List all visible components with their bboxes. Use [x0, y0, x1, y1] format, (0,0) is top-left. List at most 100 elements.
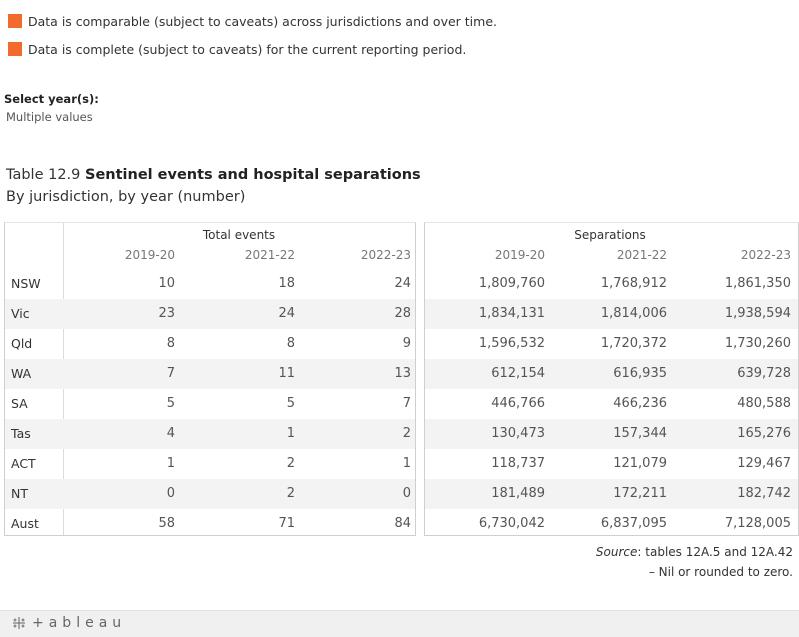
- legend-text: Data is complete (subject to caveats) fo…: [28, 41, 467, 57]
- jurisdiction-label: Qld: [11, 336, 33, 351]
- events-cell-2022-23: 0: [402, 486, 411, 501]
- separations-cell-2022-23: 1,861,350: [724, 276, 791, 291]
- table-row: WA 7 11 13: [5, 359, 415, 389]
- separations-cell-2021-22: 121,079: [613, 456, 667, 471]
- events-cell-2022-23: 1: [402, 456, 411, 471]
- events-cell-2019-20: 10: [158, 276, 175, 291]
- separations-cell-2022-23: 129,467: [737, 456, 791, 471]
- events-cell-2022-23: 13: [394, 366, 411, 381]
- events-cell-2021-22: 2: [286, 486, 295, 501]
- events-cell-2019-20: 1: [166, 456, 175, 471]
- separations-cell-2021-22: 157,344: [613, 426, 667, 441]
- jurisdiction-label: NT: [11, 486, 28, 501]
- separations-cell-2022-23: 480,588: [737, 396, 791, 411]
- legend-swatch: [8, 42, 22, 56]
- table-row: Qld 8 8 9: [5, 329, 415, 359]
- table-row: 181,489 172,211 182,742: [425, 479, 798, 509]
- jurisdiction-label: ACT: [11, 456, 36, 471]
- legend-swatch: [8, 14, 22, 28]
- separations-cell-2019-20: 6,730,042: [478, 516, 545, 531]
- events-cell-2021-22: 24: [278, 306, 295, 321]
- events-cell-2021-22: 5: [286, 396, 295, 411]
- col-2019-20: 2019-20: [494, 248, 545, 262]
- tableau-logo[interactable]: +ableau: [12, 615, 126, 631]
- table-row: ACT 1 2 1: [5, 449, 415, 479]
- table-row: NSW 10 18 24: [5, 269, 415, 299]
- separations-cell-2021-22: 1,720,372: [600, 336, 667, 351]
- table-row: 6,730,042 6,837,095 7,128,005: [425, 509, 798, 539]
- events-cell-2019-20: 5: [166, 396, 175, 411]
- legend-complete: Data is complete (subject to caveats) fo…: [8, 40, 466, 58]
- jurisdiction-label: Aust: [11, 516, 39, 531]
- events-cell-2019-20: 23: [158, 306, 175, 321]
- table-row: 118,737 121,079 129,467: [425, 449, 798, 479]
- total-events-table: Total events 2019-20 2021-22 2022-23 NSW…: [4, 222, 416, 536]
- separations-cell-2022-23: 639,728: [737, 366, 791, 381]
- table-row: Tas 4 1 2: [5, 419, 415, 449]
- separations-cell-2021-22: 1,768,912: [600, 276, 667, 291]
- events-cell-2021-22: 1: [286, 426, 295, 441]
- total-events-header: Total events: [202, 228, 276, 242]
- table-title-bold: Sentinel events and hospital separations: [85, 167, 421, 183]
- separations-cell-2021-22: 172,211: [613, 486, 667, 501]
- events-cell-2021-22: 11: [278, 366, 295, 381]
- legend-comparable: Data is comparable (subject to caveats) …: [8, 12, 497, 30]
- table-row: 130,473 157,344 165,276: [425, 419, 798, 449]
- events-cell-2022-23: 24: [394, 276, 411, 291]
- tableau-logo-icon: [13, 617, 25, 629]
- source-note: Source: tables 12A.5 and 12A.42: [596, 545, 793, 559]
- table-row: Vic 23 24 28: [5, 299, 415, 329]
- table-row: 1,596,532 1,720,372 1,730,260: [425, 329, 798, 359]
- tableau-footer: +ableau: [0, 610, 799, 637]
- source-text: : tables 12A.5 and 12A.42: [637, 545, 793, 559]
- jurisdiction-label: Tas: [11, 426, 31, 441]
- events-cell-2022-23: 84: [394, 516, 411, 531]
- year-filter-label: Select year(s):: [4, 92, 99, 106]
- table-row: 1,809,760 1,768,912 1,861,350: [425, 269, 798, 299]
- separations-cell-2022-23: 7,128,005: [724, 516, 791, 531]
- col-2022-23: 2022-23: [740, 248, 791, 262]
- table-row: 612,154 616,935 639,728: [425, 359, 798, 389]
- year-filter-dropdown[interactable]: Multiple values: [6, 110, 93, 124]
- separations-cell-2019-20: 1,809,760: [478, 276, 545, 291]
- separations-cell-2019-20: 612,154: [491, 366, 545, 381]
- separations-cell-2022-23: 1,938,594: [724, 306, 791, 321]
- table-row: SA 5 5 7: [5, 389, 415, 419]
- col-2021-22: 2021-22: [244, 248, 295, 262]
- events-cell-2021-22: 8: [286, 336, 295, 351]
- separations-cell-2019-20: 446,766: [491, 396, 545, 411]
- jurisdiction-label: Vic: [11, 306, 30, 321]
- events-cell-2019-20: 7: [166, 366, 175, 381]
- col-2021-22: 2021-22: [616, 248, 667, 262]
- legend-text: Data is comparable (subject to caveats) …: [28, 13, 497, 29]
- events-cell-2022-23: 9: [402, 336, 411, 351]
- events-cell-2021-22: 18: [278, 276, 295, 291]
- separations-cell-2019-20: 1,834,131: [478, 306, 545, 321]
- events-cell-2022-23: 2: [402, 426, 411, 441]
- separations-cell-2021-22: 466,236: [613, 396, 667, 411]
- separations-cell-2019-20: 1,596,532: [478, 336, 545, 351]
- table-row: 1,834,131 1,814,006 1,938,594: [425, 299, 798, 329]
- separations-cell-2019-20: 118,737: [491, 456, 545, 471]
- separations-cell-2021-22: 616,935: [613, 366, 667, 381]
- source-label: Source: [595, 545, 638, 559]
- nil-note: – Nil or rounded to zero.: [648, 565, 793, 579]
- events-cell-2022-23: 28: [394, 306, 411, 321]
- table-row: NT 0 2 0: [5, 479, 415, 509]
- tableau-logo-text: +ableau: [32, 615, 127, 631]
- events-cell-2022-23: 7: [402, 396, 411, 411]
- events-cell-2019-20: 8: [166, 336, 175, 351]
- table-title-prefix: Table 12.9: [6, 167, 85, 183]
- col-2022-23: 2022-23: [360, 248, 411, 262]
- separations-cell-2022-23: 182,742: [737, 486, 791, 501]
- events-cell-2019-20: 4: [166, 426, 175, 441]
- table-subtitle: By jurisdiction, by year (number): [6, 189, 246, 205]
- separations-table: Separations 2019-20 2021-22 2022-23 1,80…: [424, 222, 799, 536]
- col-2019-20: 2019-20: [124, 248, 175, 262]
- separations-cell-2021-22: 6,837,095: [600, 516, 667, 531]
- table-row: Aust 58 71 84: [5, 509, 415, 539]
- events-cell-2021-22: 2: [286, 456, 295, 471]
- separations-header: Separations: [574, 228, 646, 242]
- separations-cell-2022-23: 1,730,260: [724, 336, 791, 351]
- events-cell-2019-20: 58: [158, 516, 175, 531]
